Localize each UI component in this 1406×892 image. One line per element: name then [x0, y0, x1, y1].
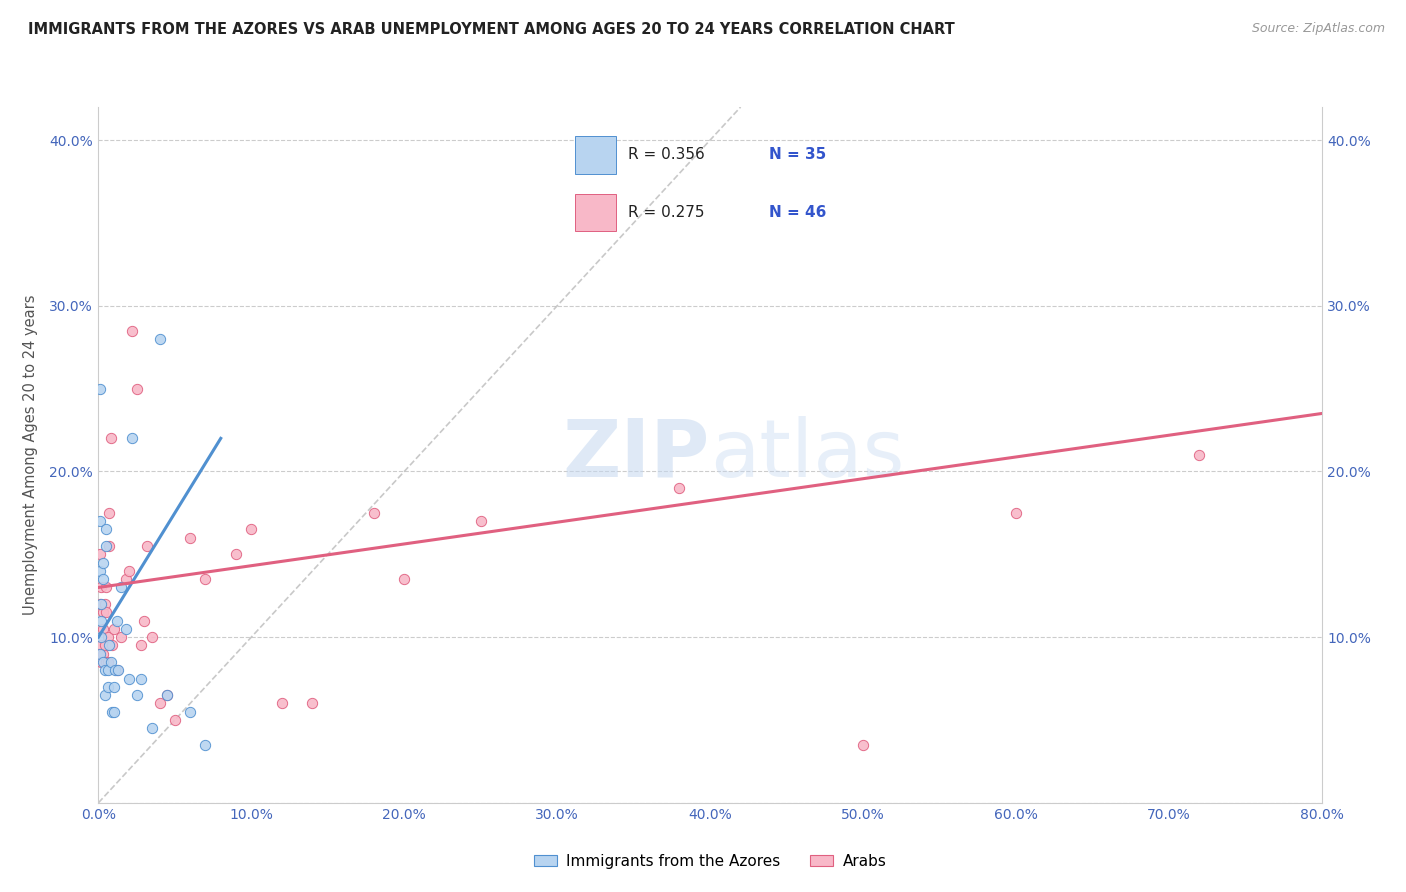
Point: [103, 680, 125, 694]
Point: [93, 688, 115, 702]
Point: [270, 697, 292, 711]
Point: [125, 688, 148, 702]
Point: [93, 639, 115, 653]
Point: [121, 431, 143, 445]
Point: [100, 431, 122, 445]
Point: [115, 622, 138, 636]
Point: [129, 639, 152, 653]
Text: ZIP: ZIP: [562, 416, 710, 494]
Point: [103, 705, 125, 719]
Point: [103, 622, 125, 636]
Point: [97, 680, 120, 694]
Point: [91, 605, 114, 619]
Point: [90, 639, 112, 653]
Point: [91, 655, 114, 669]
Text: IMMIGRANTS FROM THE AZORES VS ARAB UNEMPLOYMENT AMONG AGES 20 TO 24 YEARS CORREL: IMMIGRANTS FROM THE AZORES VS ARAB UNEMP…: [28, 22, 955, 37]
Point: [470, 514, 492, 528]
Point: [118, 672, 141, 686]
Point: [94, 605, 117, 619]
Point: [94, 581, 117, 595]
Point: [93, 663, 115, 677]
Point: [105, 614, 128, 628]
Point: [104, 663, 127, 677]
Point: [156, 688, 179, 702]
Point: [110, 630, 132, 644]
Point: [98, 639, 121, 653]
Point: [141, 630, 163, 644]
Point: [105, 663, 128, 677]
Point: [89, 382, 111, 396]
Point: [301, 697, 323, 711]
Point: [98, 506, 121, 520]
Point: [101, 705, 124, 719]
Point: [101, 639, 124, 653]
Point: [363, 506, 385, 520]
Point: [91, 647, 114, 661]
Point: [91, 556, 114, 570]
Point: [194, 738, 217, 752]
Point: [1188, 448, 1211, 462]
Point: [115, 572, 138, 586]
Point: [156, 688, 179, 702]
Point: [94, 655, 117, 669]
Point: [89, 564, 111, 578]
Point: [97, 663, 120, 677]
Point: [136, 539, 159, 553]
Point: [225, 547, 247, 561]
Point: [118, 564, 141, 578]
Point: [852, 738, 875, 752]
Point: [149, 697, 172, 711]
Point: [90, 614, 112, 628]
Point: [89, 514, 111, 528]
Point: [141, 721, 163, 735]
Point: [129, 672, 152, 686]
Point: [89, 547, 111, 561]
Point: [93, 597, 115, 611]
Point: [240, 523, 263, 537]
Point: [125, 382, 148, 396]
Point: [134, 614, 156, 628]
Point: [97, 630, 120, 644]
Point: [89, 597, 111, 611]
Point: [94, 539, 117, 553]
Point: [121, 324, 143, 338]
Y-axis label: Unemployment Among Ages 20 to 24 years: Unemployment Among Ages 20 to 24 years: [22, 294, 38, 615]
Point: [89, 647, 111, 661]
Point: [110, 581, 132, 595]
Point: [91, 622, 114, 636]
Point: [149, 332, 172, 346]
Point: [179, 705, 201, 719]
Point: [392, 572, 416, 586]
Point: [90, 630, 112, 644]
Point: [107, 663, 129, 677]
Point: [90, 655, 112, 669]
Point: [90, 581, 112, 595]
Point: [97, 655, 120, 669]
Point: [90, 597, 112, 611]
Legend: Immigrants from the Azores, Arabs: Immigrants from the Azores, Arabs: [527, 848, 893, 875]
Point: [94, 523, 117, 537]
Text: Source: ZipAtlas.com: Source: ZipAtlas.com: [1251, 22, 1385, 36]
Point: [668, 481, 690, 495]
Point: [100, 655, 122, 669]
Point: [98, 539, 121, 553]
Text: atlas: atlas: [710, 416, 904, 494]
Point: [91, 572, 114, 586]
Point: [194, 572, 217, 586]
Point: [163, 713, 186, 727]
Point: [1004, 506, 1026, 520]
Point: [179, 531, 201, 545]
